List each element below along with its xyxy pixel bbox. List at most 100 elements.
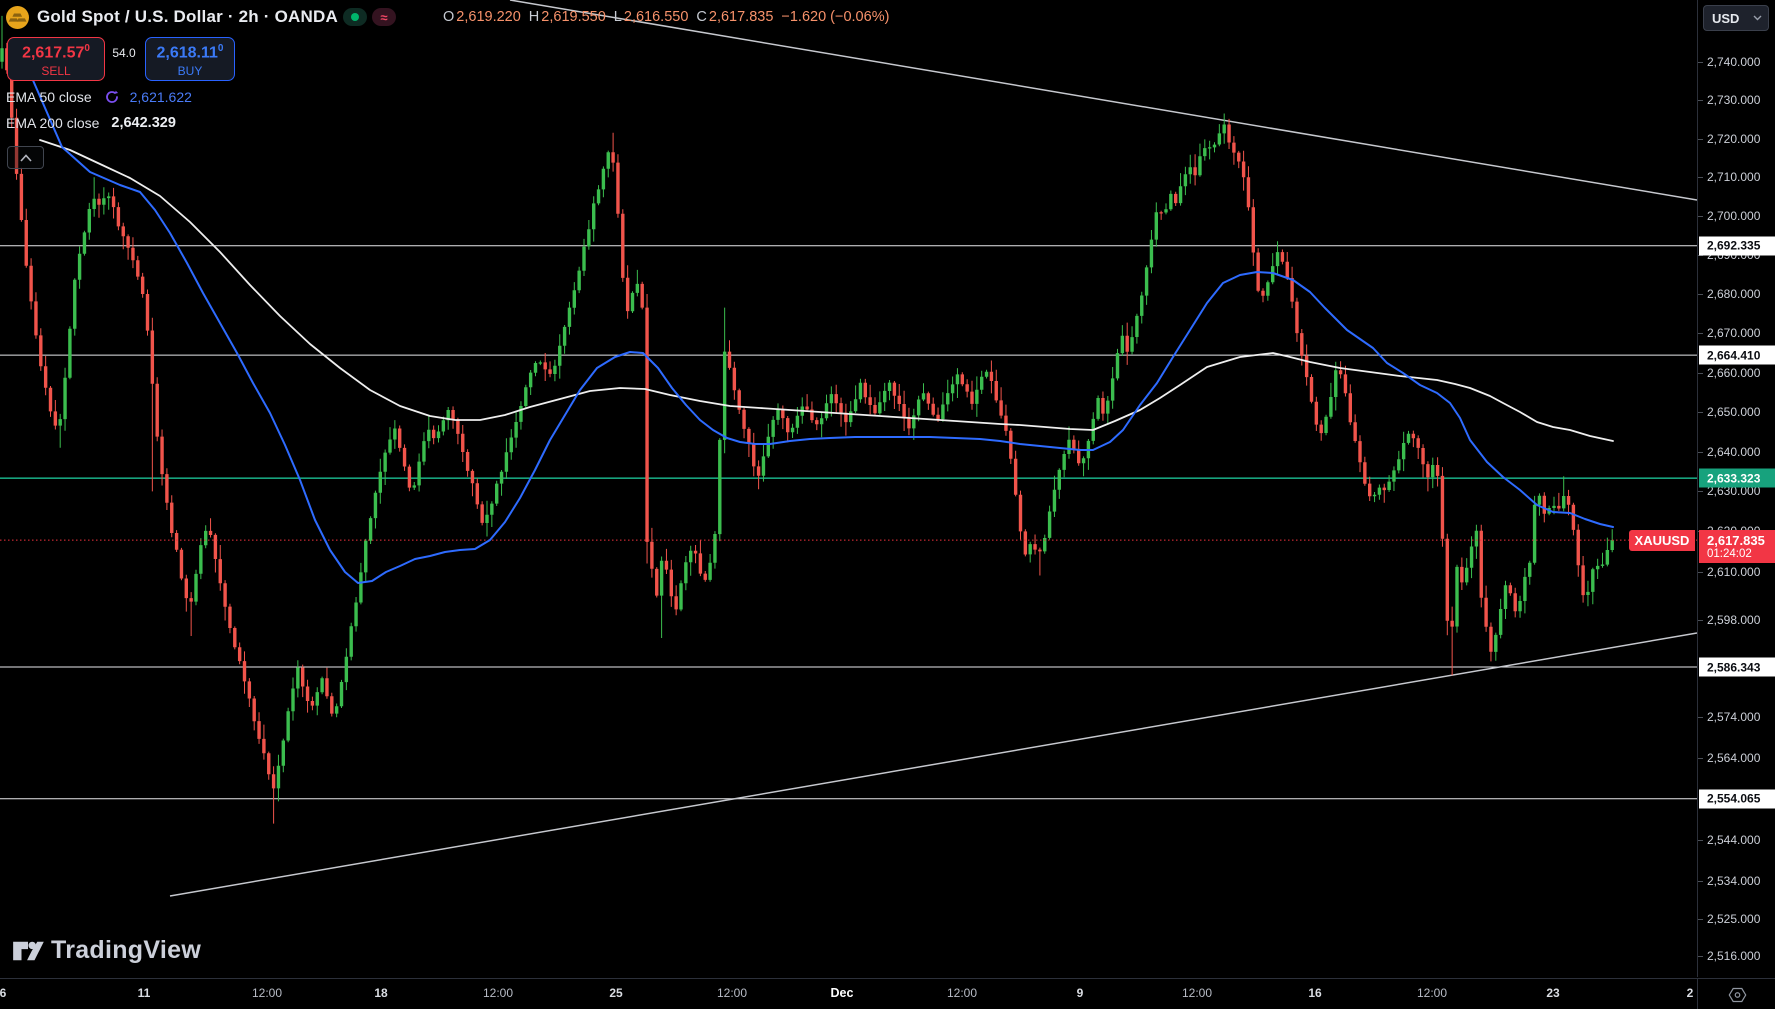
level-price-label: 2,664.410 [1699, 345, 1775, 365]
change-value: −1.620 (−0.06%) [781, 9, 890, 25]
tradingview-logo-icon [13, 941, 44, 960]
high-value: 2,619.550 [541, 9, 606, 25]
price-tick-dash [1698, 758, 1703, 759]
price-tick-label: 2,680.000 [1707, 286, 1761, 301]
price-tick-label: 2,544.000 [1707, 833, 1761, 848]
buy-price: 2,618.110 [156, 43, 224, 62]
trendline-1[interactable] [509, 0, 1697, 201]
time-tick-label: 2 [1686, 986, 1694, 1000]
time-tick-label: 12:00 [716, 986, 748, 1000]
sell-label: SELL [41, 63, 71, 78]
candlestick-chart-canvas[interactable] [0, 0, 1697, 977]
price-tick-label: 2,670.000 [1707, 326, 1761, 341]
price-tick-label: 2,720.000 [1707, 131, 1761, 146]
currency-selector[interactable]: USD [1703, 5, 1769, 31]
level-price-label: 2,586.343 [1699, 657, 1775, 677]
level-price-label: 2,554.065 [1699, 789, 1775, 809]
time-tick-label: Dec [830, 986, 854, 1000]
ema200-value: 2,642.329 [111, 115, 176, 131]
price-tick-dash [1698, 372, 1703, 374]
ema50-value: 2,621.622 [129, 89, 192, 105]
symbol-header[interactable]: Gold Spot / U.S. Dollar · 2h · OANDA ≈ [6, 4, 396, 30]
price-tick-dash [1698, 138, 1703, 140]
close-label: C [696, 9, 707, 25]
refresh-icon[interactable] [104, 89, 120, 105]
price-tick-dash [1698, 491, 1703, 493]
price-tick-dash [1698, 293, 1703, 295]
time-tick-label: 11 [137, 986, 151, 1000]
time-tick-label: 16 [1308, 986, 1322, 1000]
approx-data-pill[interactable]: ≈ [371, 8, 396, 26]
price-axis[interactable]: USD 2,740.000 2,730.000 2,720.000 2,710.000… [1697, 0, 1775, 977]
price-tick-label: 2,650.000 [1707, 405, 1761, 419]
price-tick-dash [1698, 215, 1703, 217]
price-tick-label: 2,640.000 [1707, 444, 1761, 459]
open-label: O [443, 9, 455, 25]
price-tick-label: 2,660.000 [1707, 365, 1761, 380]
price-line-symbol-tag: XAUUSD [1629, 529, 1695, 551]
high-label: H [528, 9, 540, 25]
legend-ema50[interactable]: EMA 50 close 2,621.622 [6, 88, 192, 106]
current-price-label: 2,617.835 01:24:02 [1699, 530, 1775, 564]
time-tick-label: 12:00 [251, 986, 283, 1000]
price-tick-label: 2,564.000 [1707, 751, 1761, 765]
market-open-dot-icon [350, 13, 359, 21]
price-tick-label: 2,710.000 [1707, 170, 1761, 185]
trendline-2[interactable] [169, 632, 1697, 897]
ema200-label: EMA 200 close [6, 115, 100, 131]
price-tick-label: 2,516.000 [1707, 949, 1761, 964]
price-tick-dash [1698, 412, 1703, 413]
ohlc-readout: O 2,619.220 H 2,619.550 L 2,616.550 C 2,617.… [443, 6, 889, 28]
oanda-gold-logo-icon [6, 5, 29, 29]
candlestick-series [0, 15, 1614, 824]
price-tick-dash [1698, 956, 1703, 958]
price-tick-label: 2,525.000 [1707, 911, 1761, 926]
price-tick-dash [1698, 717, 1703, 719]
time-tick-label: 23 [1546, 986, 1560, 1000]
price-tick-label: 2,700.000 [1707, 208, 1761, 223]
price-tick-label: 2,534.000 [1707, 874, 1761, 889]
low-value: 2,616.550 [623, 9, 689, 25]
buy-button[interactable]: 2,618.110 BUY [145, 37, 235, 81]
chevron-down-icon [1753, 15, 1762, 21]
price-tick-dash [1698, 61, 1703, 63]
sell-price: 2,617.570 [22, 43, 90, 62]
time-tick-label: 12:00 [482, 986, 514, 1000]
time-tick-label: 18 [374, 986, 388, 1000]
tradingview-watermark-text: TradingView [51, 936, 202, 964]
time-tick-label: 12:00 [946, 986, 978, 1000]
tradingview-watermark[interactable]: TradingView [12, 936, 201, 965]
axis-settings-corner[interactable] [1697, 978, 1775, 1009]
price-tick-dash [1698, 177, 1703, 179]
price-tick-label: 2,610.000 [1707, 564, 1761, 579]
time-tick-label: 9 [1076, 986, 1084, 1000]
price-tick-dash [1698, 918, 1703, 920]
ema50-line[interactable] [31, 77, 1614, 584]
price-tick-dash [1698, 100, 1703, 101]
ema200-line[interactable] [39, 139, 1614, 442]
time-tick-label: 12:00 [1416, 986, 1448, 1000]
time-axis[interactable]: 6 11 12:00 18 12:00 25 12:00 Dec 12:00 9 12:00 16 12… [0, 978, 1697, 1009]
ema50-label: EMA 50 close [6, 89, 92, 105]
time-tick-label: 25 [609, 986, 623, 1000]
low-label: L [613, 9, 622, 25]
price-tick-dash [1698, 619, 1703, 621]
symbol-title: Gold Spot / U.S. Dollar · 2h · OANDA [37, 7, 338, 26]
price-tick-label: 2,574.000 [1707, 710, 1761, 725]
level-price-label: 2,692.335 [1699, 236, 1775, 256]
market-open-status-pill[interactable] [342, 8, 367, 26]
price-tick-dash [1698, 333, 1703, 335]
time-tick-label: 12:00 [1181, 986, 1213, 1000]
legend-ema200[interactable]: EMA 200 close 2,642.329 [6, 114, 176, 132]
price-tick-label: 2,630.000 [1707, 484, 1761, 499]
price-tick-dash [1698, 254, 1703, 256]
price-tick-label: 2,740.000 [1707, 54, 1761, 69]
close-value: 2,617.835 [708, 9, 774, 25]
sell-button[interactable]: 2,617.570 SELL [7, 37, 105, 81]
buy-label: BUY [177, 63, 203, 78]
price-tick-dash [1698, 571, 1703, 573]
collapse-legend-button[interactable] [7, 146, 44, 169]
open-value: 2,619.220 [456, 9, 521, 25]
approx-icon: ≈ [380, 9, 388, 25]
